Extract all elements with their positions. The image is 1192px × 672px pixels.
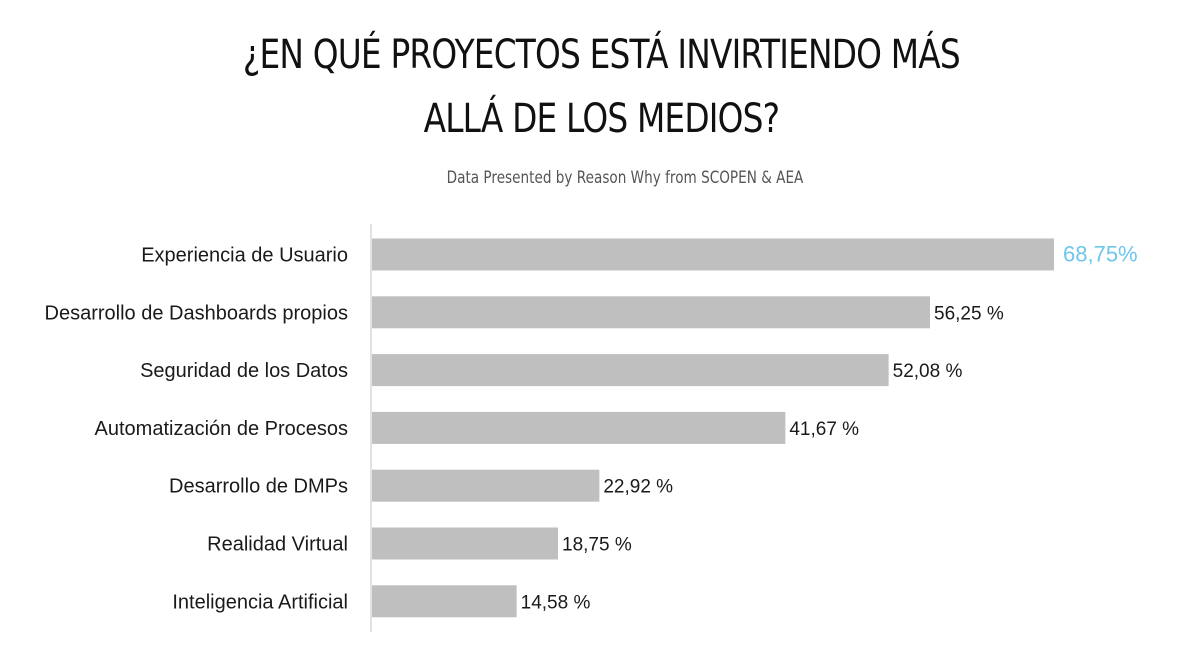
chart-title-line-2: ALLÁ DE LOS MEDIOS?: [423, 96, 780, 142]
category-label-3: Automatización de Procesos: [95, 418, 348, 440]
value-label-2: 52,08 %: [893, 361, 963, 382]
bar-0: [372, 238, 1054, 271]
bar-5: [372, 527, 558, 560]
bar-1: [372, 296, 930, 329]
category-label-4: Desarrollo de DMPs: [169, 476, 348, 498]
value-label-4: 22,92 %: [603, 477, 673, 498]
bar-2: [372, 354, 889, 387]
bar-4: [372, 469, 600, 502]
chart-title-line-1: ¿EN QUÉ PROYECTOS ESTÁ INVIRTIENDO MÁS: [242, 32, 961, 78]
value-label-3: 41,67 %: [789, 419, 859, 440]
value-label-0: 68,75%: [1063, 242, 1138, 267]
category-label-5: Realidad Virtual: [207, 534, 348, 556]
chart-subtitle: Data Presented by Reason Why from SCOPEN…: [446, 168, 804, 188]
category-label-2: Seguridad de los Datos: [140, 360, 348, 382]
category-label-6: Inteligencia Artificial: [172, 591, 348, 613]
value-label-1: 56,25 %: [934, 303, 1004, 324]
bar-3: [372, 411, 786, 444]
bar-6: [372, 585, 517, 618]
category-label-1: Desarrollo de Dashboards propios: [45, 302, 349, 324]
value-label-6: 14,58 %: [521, 592, 591, 613]
value-label-5: 18,75 %: [562, 535, 632, 556]
category-label-0: Experiencia de Usuario: [141, 245, 348, 267]
